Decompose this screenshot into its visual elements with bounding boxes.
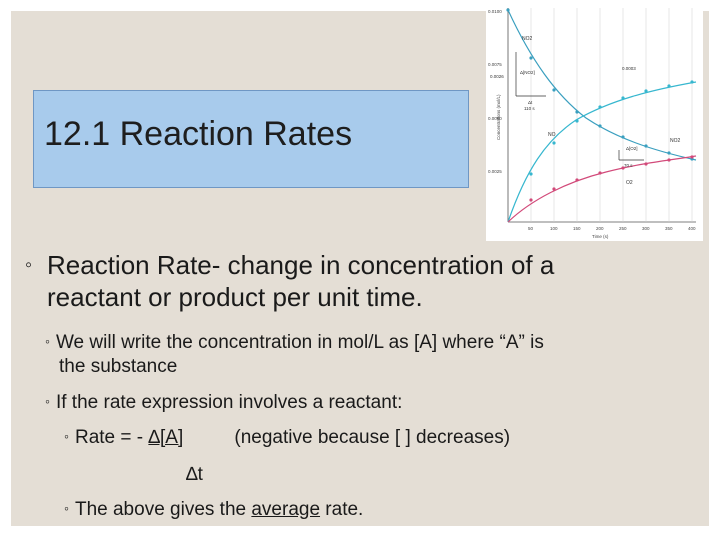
bullet-marker: ◦ — [64, 428, 69, 444]
bullet-marker: ◦ — [25, 254, 33, 276]
x-tick-label: 50 — [528, 226, 534, 231]
bullet-marker: ◦ — [45, 333, 50, 349]
x-tick-label: 400 — [688, 226, 696, 231]
y-tick-label: 0.0075 — [488, 62, 502, 67]
graph-grid — [530, 8, 693, 222]
annotation: Δ[O2] — [626, 146, 638, 151]
x-tick-label: 100 — [550, 226, 558, 231]
annotation: Δ[NO2] — [520, 70, 535, 75]
y-tick-label: 0.0050 — [488, 116, 502, 121]
sub-bullet-2: ◦ If the rate expression involves a react… — [45, 391, 705, 415]
rate-numerator: ∆[A] — [148, 427, 184, 448]
x-axis-label: Time (s) — [592, 234, 609, 239]
rate-denominator: ∆t — [186, 464, 203, 485]
sub-bullet-4-suffix: rate. — [320, 499, 364, 520]
y-axis-label: Concentrations (mol/L) — [496, 94, 501, 140]
annotation: Δt — [528, 100, 533, 105]
average-word: average — [251, 499, 321, 520]
sub-bullet-3: ◦ Rate = - ∆[A] (negative because [ ] decr… — [64, 426, 704, 450]
annotation: 110 s — [524, 106, 535, 111]
main-bullet: ◦ Reaction Rate- change in concentration… — [25, 249, 695, 313]
y-tick-label: 0.0025 — [488, 169, 502, 174]
no-points — [529, 80, 694, 176]
sub-bullet-1-line-2: the substance — [59, 356, 178, 377]
y-tick-label: 0.0100 — [488, 9, 502, 14]
sub-bullet-4-prefix: The above gives the — [74, 499, 252, 520]
sub-bullet-1-line-1: We will write the concentration in mol/L… — [55, 332, 544, 353]
annotation: 70 s — [624, 163, 633, 168]
main-bullet-line-2: reactant or product per unit time. — [47, 282, 423, 312]
slide-title: 12.1 Reaction Rates — [44, 115, 353, 153]
annotation: 0.0026 — [490, 74, 504, 79]
rate-label: Rate = - — [74, 427, 149, 448]
no2-decay-curve — [507, 9, 697, 161]
sub-bullet-2-text: If the rate expression involves a reacta… — [55, 392, 403, 413]
slide-background: 12.1 Reaction Rates — [11, 0, 709, 526]
concentration-graph: 0.0100 0.0075 0.0050 0.0025 50 100 150 2… — [486, 0, 703, 241]
x-tick-label: 300 — [642, 226, 650, 231]
o2-product-curve — [507, 155, 697, 223]
rate-note: (negative because [ ] decreases) — [234, 427, 511, 448]
x-tick-label: 150 — [573, 226, 581, 231]
title-box: 12.1 Reaction Rates — [33, 90, 469, 188]
curve-label: O2 — [626, 180, 633, 186]
bullet-marker: ◦ — [64, 500, 69, 516]
o2-points — [529, 155, 694, 202]
concentration-graph-svg: 0.0100 0.0075 0.0050 0.0025 50 100 150 2… — [488, 8, 697, 239]
curve-label: NO2 — [522, 36, 533, 42]
curve-label: NO2 — [670, 138, 681, 144]
main-bullet-line-1: Reaction Rate- change in concentration o… — [47, 250, 555, 280]
sub-bullet-4: ◦ The above gives the average rate. — [64, 498, 704, 522]
annotation: 0.0003 — [622, 66, 636, 71]
bullet-marker: ◦ — [45, 393, 50, 409]
x-tick-label: 200 — [596, 226, 604, 231]
x-tick-label: 250 — [619, 226, 627, 231]
sub-bullet-1: ◦ We will write the concentration in mol/… — [45, 331, 705, 378]
curve-label: NO — [548, 132, 556, 138]
x-tick-label: 350 — [665, 226, 673, 231]
